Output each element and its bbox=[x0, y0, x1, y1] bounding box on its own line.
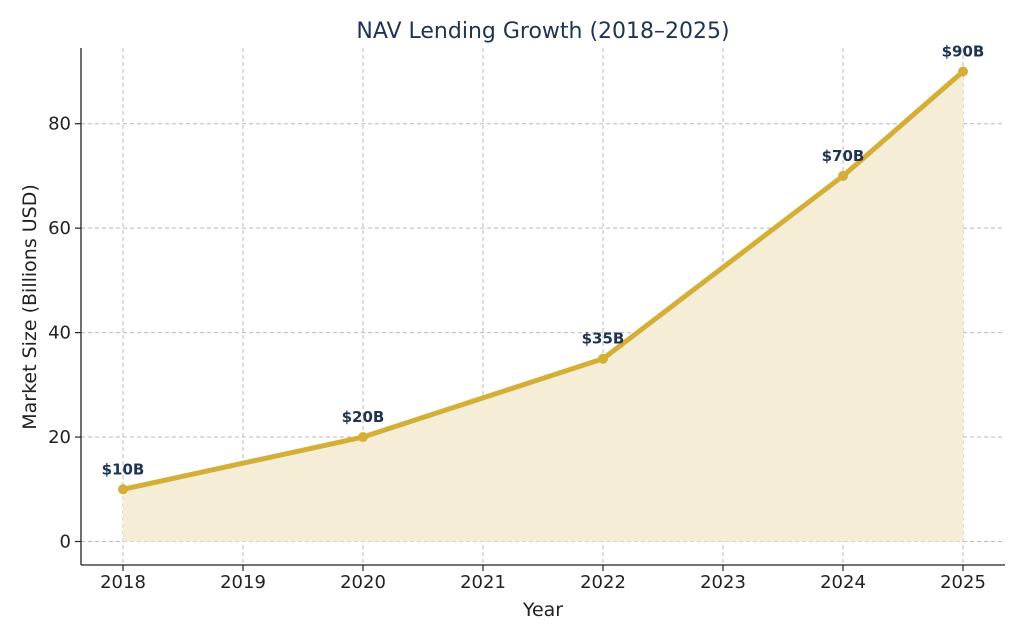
y-axis-label: Market Size (Billions USD) bbox=[19, 184, 41, 430]
y-tick-label: 0 bbox=[60, 532, 71, 553]
area-fill bbox=[123, 71, 963, 542]
x-tick-label: 2018 bbox=[100, 572, 146, 593]
data-label: $35B bbox=[582, 330, 625, 348]
x-tick-label: 2022 bbox=[580, 572, 626, 593]
data-label: $20B bbox=[342, 408, 385, 426]
x-axis-label: Year bbox=[522, 599, 563, 621]
data-point bbox=[838, 170, 848, 181]
x-tick-label: 2020 bbox=[340, 572, 386, 593]
y-tick-label: 80 bbox=[48, 114, 71, 135]
data-points bbox=[118, 66, 968, 495]
x-tick-label: 2021 bbox=[460, 572, 506, 593]
x-ticks: 2018 2019 2020 2021 2022 2023 2024 2025 bbox=[100, 565, 986, 593]
data-label: $10B bbox=[102, 460, 145, 478]
x-tick-label: 2023 bbox=[700, 572, 746, 593]
chart-title: NAV Lending Growth (2018–2025) bbox=[356, 19, 729, 44]
x-tick-label: 2019 bbox=[220, 572, 266, 593]
data-point bbox=[958, 66, 968, 77]
y-ticks: 0 20 40 60 80 bbox=[48, 114, 81, 553]
y-tick-label: 60 bbox=[48, 218, 71, 239]
data-point bbox=[118, 484, 128, 495]
data-labels: $10B $20B $35B $70B $90B bbox=[102, 43, 985, 479]
x-tick-label: 2024 bbox=[820, 572, 866, 593]
data-label: $70B bbox=[822, 147, 865, 165]
data-point bbox=[358, 432, 368, 443]
area-fill-path bbox=[123, 71, 963, 542]
y-tick-label: 40 bbox=[48, 323, 71, 344]
y-tick-label: 20 bbox=[48, 427, 71, 448]
data-point bbox=[598, 353, 608, 364]
data-label: $90B bbox=[942, 43, 985, 61]
axes bbox=[80, 48, 1005, 566]
x-tick-label: 2025 bbox=[940, 572, 986, 593]
